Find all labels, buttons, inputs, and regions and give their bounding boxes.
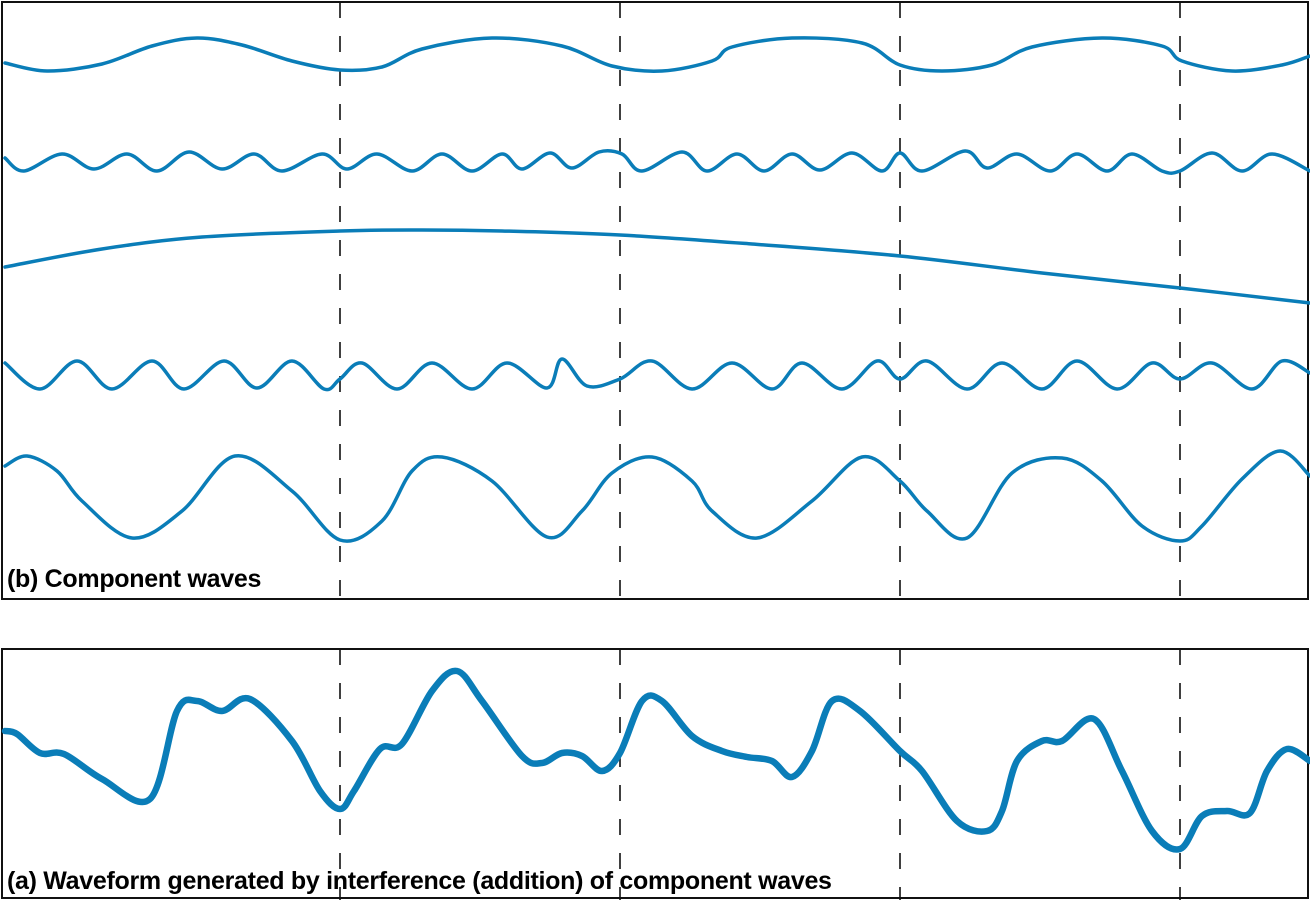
wave-2-fast	[3, 149, 1310, 175]
wave-4-medium	[3, 357, 1310, 392]
panel-a-caption: (a) Waveform generated by interference (…	[7, 867, 832, 895]
composite-waveform	[1, 667, 1310, 853]
component-waves-panel: (b) Component waves	[1, 1, 1310, 601]
component-waves-plot	[3, 2, 1310, 601]
composite-waveform-panel: (a) Waveform generated by interference (…	[1, 648, 1310, 900]
panel-b-caption: (b) Component waves	[7, 565, 262, 593]
wave-5-large	[3, 449, 1310, 543]
wave-3-very-slow	[3, 228, 1310, 305]
wave-1-slow	[3, 36, 1310, 73]
composite-waveform-plot	[1, 649, 1310, 900]
